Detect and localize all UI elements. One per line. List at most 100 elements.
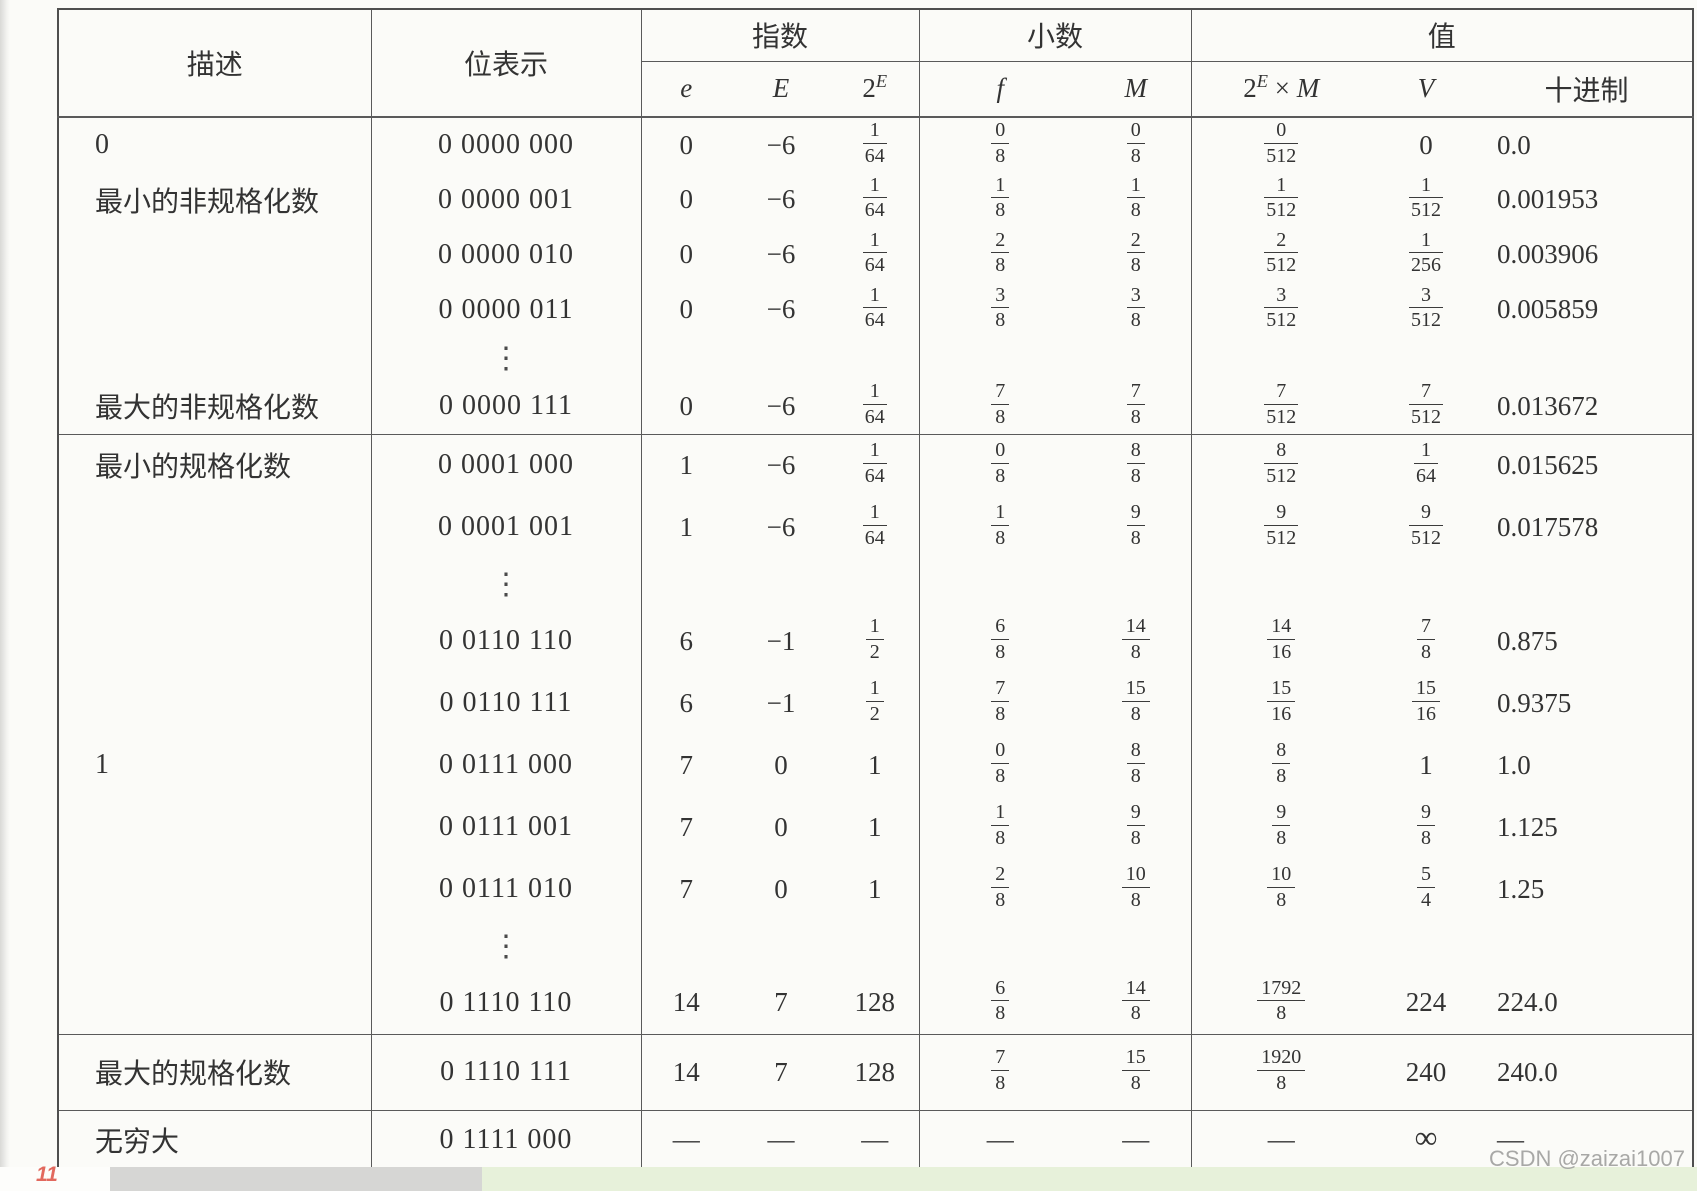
table-row: 0 0001 001 1 −6 1 64 1 8 9 8 9 512 9 512 0.017578 [58,496,1693,558]
cell-decimal: 224.0 [1481,972,1694,1035]
cell-decimal: 1.0 [1497,749,1531,780]
ellipsis-dots: ⋮ [370,337,641,379]
fraction: 1792 8 [1257,977,1306,1025]
cell-decimal: 0.005859 [1497,294,1599,324]
cell-bit-pattern: 0 0000 011 [370,282,641,337]
fraction: 7 512 [1409,380,1444,428]
cell-2ExM: 1 512 [1190,172,1372,227]
cell-decimal: 0.003906 [1497,239,1599,269]
fraction: 7 512 [1264,380,1299,428]
header-group-exponent: 指数 [640,9,920,62]
cell-e: 14 [640,972,731,1035]
cell-description: 无穷大 [95,1126,180,1158]
cell-e: 1 [640,434,731,496]
fraction: 1 512 [1409,173,1444,221]
table-row: 最小的非规格化数 0 0000 001 0 −6 1 64 1 8 1 8 1 512 1 512 0.00… [58,172,1693,227]
cell-2ExM: 8 512 [1190,434,1372,496]
cell-2ExM: 9 512 [1190,496,1372,558]
empty-cell [1081,558,1191,610]
cell-M: 15 8 [1081,1034,1192,1111]
strip-segment-green [482,1167,1697,1191]
table-row: 最小的规格化数 0 0001 000 1 −6 1 64 0 8 8 8 8 512 1 64 0.0156… [58,434,1693,496]
cell-E: −6 [766,449,796,480]
fraction: 10 8 [1267,863,1296,911]
subheader-cell: M [1081,61,1192,118]
fraction: 1 64 [862,283,887,331]
cell-V: 1 [1419,749,1433,780]
empty-cell [1081,337,1191,379]
cell-M: 10 8 [1081,858,1191,920]
cell-2ExM: 10 8 [1190,858,1372,920]
ellipsis-dots: ⋮ [370,920,641,972]
cell-V: 224 [1371,972,1482,1035]
fraction: 1 64 [862,501,887,549]
cell-bit-pattern: 0 0000 001 [370,172,641,227]
fraction: 0 512 [1264,119,1299,167]
table-row: 0 0111 010 7 0 1 2 8 10 8 10 8 5 4 1.25 [58,858,1693,920]
table-row: 0 0000 010 0 −6 1 64 2 8 2 8 2 512 1 256 0.003906 [58,227,1693,282]
cell-description [58,610,371,672]
cell-description [58,796,371,858]
cell-e: — [640,1110,731,1170]
fraction: 1 64 [862,119,887,167]
fraction: 1 512 [1264,173,1299,221]
cell-bit-pattern: 0 0001 000 [370,434,641,496]
cell-E: −6 [766,184,796,214]
table-row: 无穷大 0 1111 000— — — — — — ∞ — [58,1110,1693,1170]
fraction: 1 64 [862,228,887,276]
fraction: 15 8 [1121,1046,1150,1094]
cell-E: 7 [731,1034,831,1111]
subheader-cell: E [731,61,831,118]
cell-2ExM: 3 512 [1190,282,1372,337]
empty-cell [640,337,731,379]
subheader-row: e E 2E f M 2E × M V 十进制 [58,61,1694,118]
cell-decimal: 0.9375 [1497,687,1572,718]
csdn-watermark: CSDN @zaizai1007 [1489,1146,1685,1171]
cell-description [58,227,371,282]
ellipsis-row: ⋮ [58,558,1693,610]
cell-bit-pattern: 0 1110 110 [370,972,641,1035]
cell-2E: 1 64 [831,496,919,558]
cell-V: 1 64 [1371,434,1481,496]
cell-2E: 1 64 [831,172,919,227]
fraction: 14 16 [1267,615,1296,663]
header-group-value: 值 [1190,9,1694,62]
table-header: 描述 位表示 指数 小数 值 e E 2E f M 2E × M V 十进制 [58,9,1694,118]
cell-E: −1 [766,625,796,656]
cell-e: 7 [640,796,731,858]
fraction: 1 256 [1409,228,1444,276]
empty-cell [58,337,371,379]
cell-2ExM: 15 16 [1190,672,1372,734]
cell-E: −6 [731,379,831,435]
ellipsis-row: ⋮ [58,337,1693,379]
strip-segment-white [0,1167,110,1191]
subheader-cell: 2E × M [1190,61,1372,118]
cell-decimal: — [1497,1124,1525,1155]
cell-description: 最小的非规格化数 [95,186,320,218]
fraction: 15 8 [1121,677,1150,725]
cell-description: 0 [95,129,109,160]
cell-E: — [767,1124,795,1155]
cell-description [58,858,371,920]
